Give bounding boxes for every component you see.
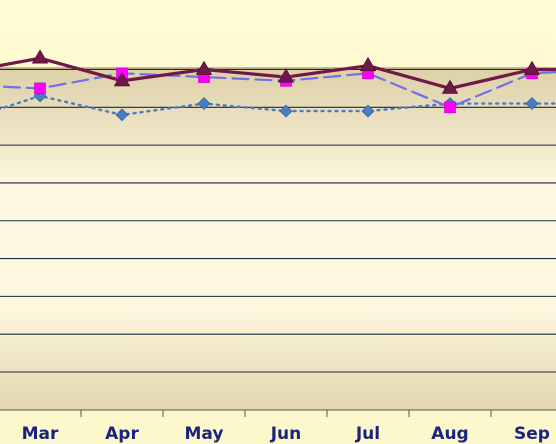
data-point-diamond: [361, 104, 375, 118]
x-axis-labels: Mar Apr May Jun Jul Aug Sep: [22, 424, 550, 444]
x-tick-label: Jul: [355, 424, 380, 444]
data-point-square: [444, 101, 456, 114]
data-point-diamond: [115, 108, 129, 122]
data-point-diamond: [525, 97, 539, 110]
x-tick-label: Apr: [105, 424, 139, 444]
x-tick-label: Jun: [270, 424, 302, 444]
data-point-triangle: [523, 60, 541, 75]
data-point-triangle: [195, 60, 213, 75]
data-point-diamond: [279, 104, 293, 118]
data-point-triangle: [359, 56, 377, 72]
data-point-triangle: [113, 72, 131, 87]
data-point-diamond: [197, 97, 211, 110]
x-tick-label: Sep: [514, 424, 550, 444]
series-markers: [31, 49, 541, 122]
x-axis-ticks: [80, 410, 492, 417]
data-point-triangle: [441, 79, 459, 94]
data-point-square: [34, 82, 46, 95]
data-point-triangle: [277, 68, 295, 83]
x-tick-label: Aug: [431, 424, 468, 444]
data-point-triangle: [31, 49, 49, 64]
x-tick-label: Mar: [22, 424, 59, 444]
plot-area: [0, 68, 556, 410]
x-tick-label: May: [185, 424, 224, 444]
